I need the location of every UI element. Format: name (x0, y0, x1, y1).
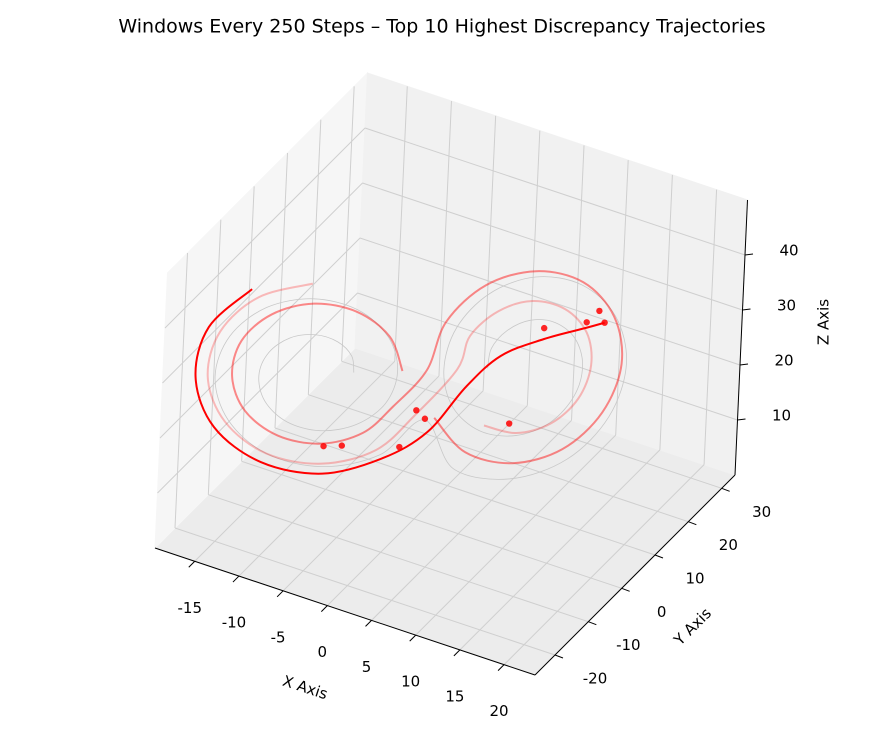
grid-line (207, 219, 222, 495)
grid-line (415, 434, 617, 636)
tick-mark (188, 560, 196, 568)
discrepancy-point (396, 443, 403, 451)
discrepancy-point (540, 324, 548, 332)
tick-mark (742, 308, 751, 311)
grid-line (394, 86, 408, 362)
grid-line (659, 174, 673, 450)
grid-line (503, 464, 705, 666)
grid-line (326, 405, 528, 606)
y-axis-label: Y Axis (670, 604, 715, 649)
grid-line (357, 292, 738, 421)
x-tick-label: -15 (178, 599, 203, 617)
grid-line (371, 420, 572, 621)
tick-mark (688, 521, 697, 526)
discrepancy-point (413, 407, 420, 414)
tick-mark (654, 554, 664, 559)
grid-line (174, 527, 556, 656)
grid-line (364, 127, 746, 256)
discrepancy-point (505, 420, 513, 427)
tick-mark (320, 605, 328, 612)
grid-line (241, 186, 255, 462)
grid-line (159, 237, 361, 439)
grid-line (238, 375, 440, 577)
discrepancy-point (320, 442, 327, 450)
axis-line (734, 199, 748, 476)
plot-area (194, 270, 627, 480)
tick-mark (744, 253, 754, 256)
grid-line (459, 449, 661, 651)
axis-line (154, 547, 536, 676)
grid-line (174, 252, 188, 529)
y-tick-label: 30 (752, 503, 771, 521)
trajectory (194, 288, 605, 475)
grid-line (274, 427, 656, 556)
x-tick-label: 15 (445, 687, 464, 705)
tick-mark (276, 590, 284, 598)
z-tick-label: 10 (772, 407, 791, 425)
grid-line (362, 182, 743, 311)
y-tick-label: -20 (583, 670, 608, 688)
grid-line (208, 494, 589, 623)
grid-line (615, 160, 629, 436)
z-axis-label: Z Axis (815, 299, 833, 345)
panes (154, 71, 749, 676)
x-tick-label: 20 (490, 702, 509, 720)
y-tick-label: 20 (719, 536, 738, 554)
grid-line (274, 152, 288, 429)
tick-mark (409, 634, 417, 642)
grid-line (241, 460, 622, 589)
grid-line (162, 182, 363, 384)
discrepancy-point (338, 442, 345, 449)
tick-mark (365, 620, 372, 627)
tick-mark (497, 664, 505, 672)
tick-mark (737, 418, 746, 421)
discrepancy-point (601, 319, 608, 326)
discrepancy-point (596, 307, 603, 315)
grid-line (341, 86, 355, 362)
grid-line (703, 189, 718, 465)
y-tick-label: -10 (616, 636, 641, 654)
y-tick-label: 10 (685, 570, 704, 588)
z-tick-label: 40 (779, 242, 798, 260)
trajectory (231, 270, 624, 465)
chart-title: Windows Every 250 Steps – Top 10 Highest… (118, 16, 765, 38)
x-axis-label: X Axis (280, 672, 330, 703)
tick-mark (739, 363, 749, 366)
x-tick-label: -5 (271, 628, 286, 646)
x-tick-label: 0 (318, 643, 328, 661)
z-tick-label: 30 (777, 297, 796, 315)
grid-line (341, 360, 722, 489)
tick-mark (588, 621, 597, 626)
x-tick-label: 10 (401, 673, 420, 691)
grid-line (157, 292, 358, 494)
tick-mark (621, 587, 630, 592)
grid-line (194, 360, 396, 562)
grid-line (482, 115, 497, 391)
y-tick-label: 0 (657, 603, 667, 621)
grid (154, 86, 754, 676)
x-tick-label: 5 (362, 658, 372, 676)
discrepancy-point (421, 415, 429, 422)
tick-mark (453, 649, 461, 657)
trajectory (206, 282, 593, 465)
grid-line (526, 130, 541, 406)
tick-mark (554, 654, 564, 659)
z-tick-label: 20 (774, 352, 793, 370)
grid-line (307, 119, 322, 395)
axis-line (534, 474, 736, 676)
tick-mark (721, 487, 730, 492)
grid-line (164, 127, 366, 329)
grid-line (282, 390, 484, 592)
grid-line (359, 237, 741, 366)
tick-mark (232, 575, 240, 583)
discrepancy-point (583, 319, 590, 326)
grid-line (438, 101, 452, 377)
x-tick-label: -10 (222, 614, 247, 632)
